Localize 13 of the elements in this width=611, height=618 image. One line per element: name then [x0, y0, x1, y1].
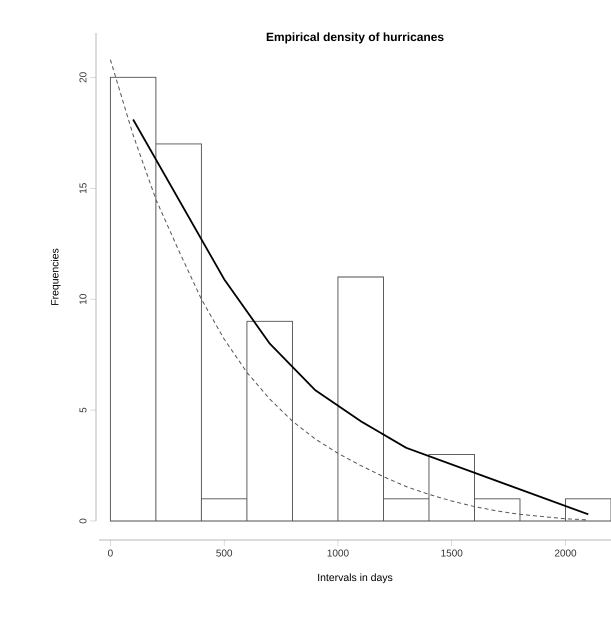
x-tick-label: 2000: [554, 550, 576, 557]
y-tick-label: 5: [79, 408, 86, 412]
y-tick-label: 20: [79, 72, 86, 82]
y-tick-label: 0: [79, 518, 86, 524]
y-tick-label: 10: [79, 294, 86, 304]
x-tick-label: 1500: [441, 550, 462, 557]
x-tick-label: 0: [108, 550, 113, 557]
x-tick-label: 1000: [327, 550, 348, 557]
chart-title: Empirical density of hurricanes: [266, 32, 444, 44]
y-tick-label: 15: [79, 183, 86, 194]
y-axis-title: Frequencies: [50, 248, 60, 305]
x-tick-label: 500: [216, 550, 232, 557]
x-axis-title: Intervals in days: [318, 573, 392, 584]
